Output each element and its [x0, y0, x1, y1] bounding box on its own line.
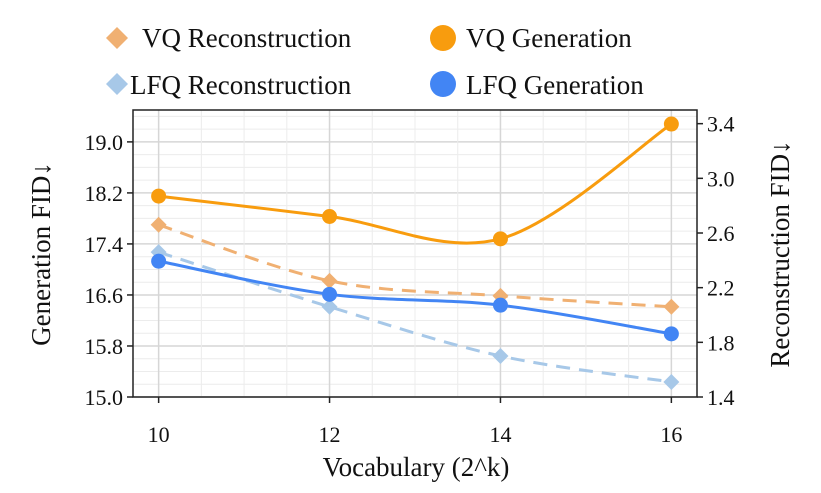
series-line-lfq-generation — [158, 259, 672, 336]
data-point-lfq-reconstruction — [321, 298, 338, 315]
legend-label-lfq-reconstruction: LFQ Reconstruction — [130, 70, 352, 100]
data-point-lfq-reconstruction — [663, 373, 680, 390]
legend-marker-lfq-reconstruction — [106, 73, 128, 95]
series-line-vq-reconstruction — [158, 223, 672, 309]
legend-label-vq-generation: VQ Generation — [466, 23, 632, 53]
data-point-vq-generation — [322, 209, 338, 225]
data-point-lfq-generation — [151, 253, 167, 269]
left-tick-label: 19.0 — [85, 130, 124, 155]
legend-label-lfq-generation: LFQ Generation — [466, 70, 644, 100]
series-vq-reconstruction — [150, 216, 680, 315]
x-tick-label: 10 — [148, 422, 170, 447]
right-tick-label: 1.4 — [707, 385, 735, 410]
legend-marker-lfq-generation — [430, 71, 456, 97]
data-point-vq-generation — [492, 231, 508, 247]
series-line-vq-generation — [158, 122, 673, 245]
data-point-lfq-reconstruction — [492, 348, 509, 364]
right-tick-label: 1.8 — [707, 330, 735, 355]
grid — [133, 110, 697, 398]
right-tick-label: 2.2 — [707, 276, 735, 301]
right-tick-label: 3.0 — [707, 166, 735, 191]
data-point-lfq-generation — [322, 286, 338, 302]
data-point-vq-reconstruction — [150, 216, 167, 233]
data-point-vq-generation — [151, 188, 167, 204]
series-lfq-generation — [151, 253, 679, 342]
left-tick-label: 17.4 — [85, 232, 124, 257]
left-tick-label: 15.0 — [85, 385, 124, 410]
left-tick-label: 18.2 — [85, 181, 124, 206]
legend-marker-vq-reconstruction — [106, 27, 128, 49]
data-point-vq-reconstruction — [321, 272, 338, 289]
x-tick-label: 14 — [489, 422, 511, 447]
legend-marker-vq-generation — [430, 25, 456, 51]
left-tick-label: 16.6 — [85, 283, 124, 308]
data-point-vq-generation — [663, 116, 679, 132]
x-tick-label: 12 — [319, 422, 341, 447]
series-layer — [150, 116, 680, 390]
x-tick-label: 16 — [660, 422, 682, 447]
left-axis-ticks: 15.0 15.8 16.6 17.4 18.2 19.0 — [85, 130, 133, 410]
right-axis-label: Reconstruction FID↓ — [765, 140, 795, 367]
legend-label-vq-reconstruction: VQ Reconstruction — [142, 23, 352, 53]
left-tick-label: 15.8 — [85, 334, 124, 359]
x-axis-label: Vocabulary (2^k) — [323, 452, 510, 482]
right-tick-label: 3.4 — [707, 112, 735, 137]
legend: VQ Reconstruction VQ Generation LFQ Reco… — [106, 23, 644, 100]
plot-frame — [132, 109, 698, 398]
series-vq-generation — [151, 116, 679, 247]
left-axis-label: Generation FID↓ — [26, 162, 56, 346]
x-axis-ticks: 10 12 14 16 — [148, 397, 682, 447]
data-point-lfq-generation — [663, 326, 679, 342]
right-tick-label: 2.6 — [707, 221, 735, 246]
data-point-lfq-generation — [492, 297, 508, 313]
data-point-vq-reconstruction — [663, 298, 680, 315]
right-axis-ticks: 1.4 1.8 2.2 2.6 3.0 3.4 — [697, 112, 735, 410]
